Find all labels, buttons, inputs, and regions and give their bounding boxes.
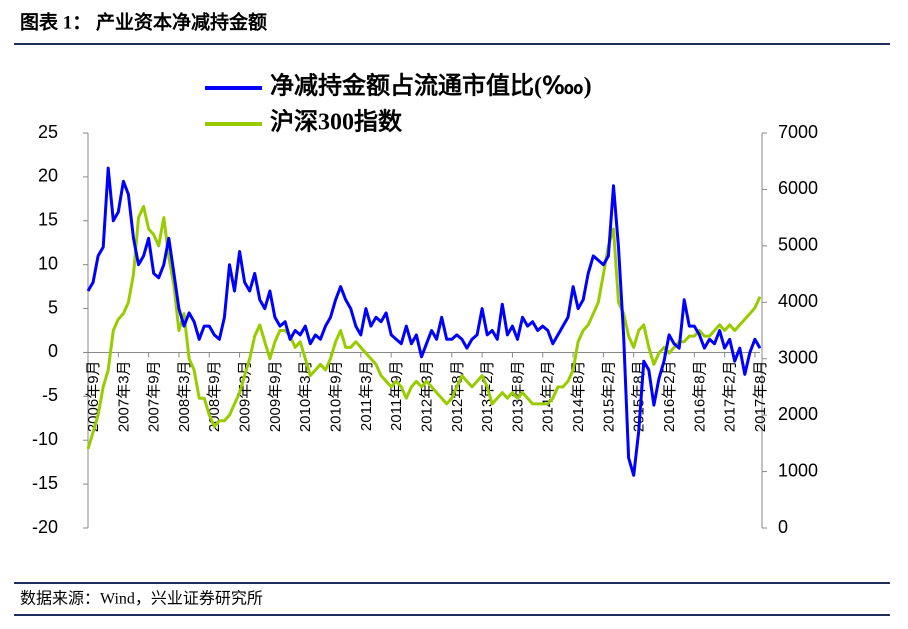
page-title: 图表 1： 产业资本净减持金额: [20, 10, 267, 33]
legend-label: 沪深300指数: [270, 109, 403, 136]
y-tick-label: -10: [32, 429, 58, 449]
x-tick-label: 2010年9月: [327, 360, 344, 432]
y2-tick-label: 3000: [778, 347, 818, 367]
x-tick-label: 2009年3月: [237, 360, 254, 432]
x-tick-label: 2008年3月: [176, 360, 193, 432]
x-tick-label: 2016年8月: [691, 360, 708, 432]
y2-tick-label: 4000: [778, 291, 818, 311]
y-tick-label: 15: [38, 210, 58, 230]
y2-tick-label: 2000: [778, 404, 818, 424]
x-tick-label: 2016年2月: [661, 360, 678, 432]
y-tick-label: 20: [38, 166, 58, 186]
legend-label: 净减持金额占流通市值比(‱): [270, 72, 592, 100]
y-tick-label: -20: [32, 517, 58, 537]
y-tick-label: 25: [38, 122, 58, 142]
y2-tick-label: 6000: [778, 178, 818, 198]
y-tick-label: -5: [42, 385, 58, 405]
y-tick-label: -15: [32, 473, 58, 493]
series-line: [86, 166, 762, 477]
x-tick-label: 2011年3月: [358, 360, 375, 431]
x-tick-label: 2013年2月: [479, 360, 496, 432]
y-tick-label: 0: [48, 341, 58, 361]
x-tick-label: 2017年2月: [722, 360, 739, 432]
y2-tick-label: 0: [778, 517, 788, 537]
x-tick-label: 2015年2月: [600, 360, 617, 432]
y2-tick-label: 5000: [778, 235, 818, 255]
x-tick-label: 2010年3月: [297, 360, 314, 432]
x-tick-label: 2012年3月: [418, 360, 435, 432]
x-tick-label: 2014年8月: [570, 360, 587, 432]
series-line: [86, 204, 762, 450]
x-tick-label: 2017年8月: [752, 360, 769, 432]
x-tick-label: 2014年2月: [540, 360, 557, 432]
y2-tick-label: 7000: [778, 122, 818, 142]
x-tick-label: 2006年9月: [85, 360, 102, 432]
x-tick-label: 2007年9月: [146, 360, 163, 432]
y-tick-label: 5: [48, 297, 58, 317]
x-tick-label: 2011年9月: [388, 360, 405, 431]
x-tick-label: 2007年3月: [115, 360, 132, 432]
y2-tick-label: 1000: [778, 460, 818, 480]
y-tick-label: 10: [38, 253, 58, 273]
x-tick-label: 2009年9月: [267, 360, 284, 432]
source: 数据来源：Wind，兴业证券研究所: [20, 590, 263, 608]
